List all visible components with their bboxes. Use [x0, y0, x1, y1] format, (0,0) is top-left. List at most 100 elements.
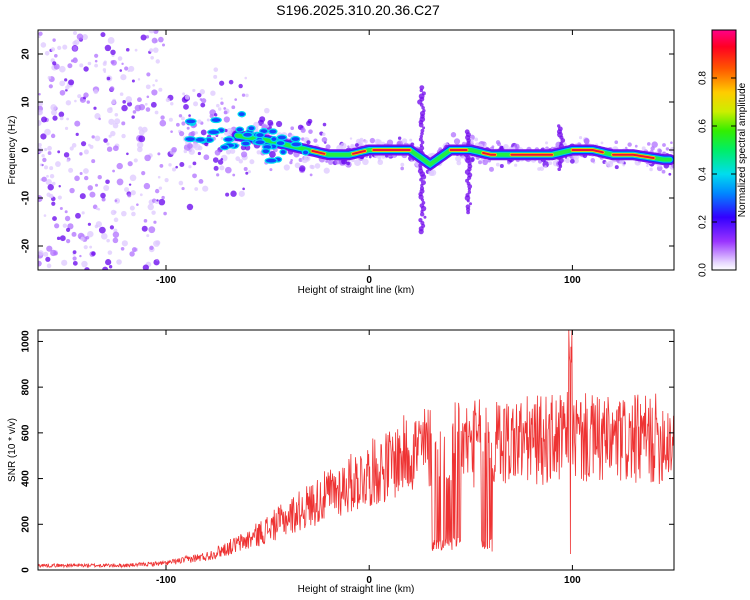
heatmap-streak-point	[466, 181, 471, 186]
heatmap-scatter-point	[545, 141, 549, 145]
heatmap-scatter-point	[323, 167, 330, 174]
heatmap-scatter-point	[138, 135, 146, 143]
heatmap-scatter-point	[548, 161, 553, 166]
heatmap-trace-blob	[268, 128, 278, 135]
colorbar-tick-label: 0.2	[698, 215, 709, 229]
heatmap-scatter-point	[106, 76, 111, 81]
heatmap-scatter-point	[170, 130, 173, 133]
heatmap-scatter-point	[164, 178, 169, 183]
heatmap-scatter-point	[54, 53, 58, 58]
heatmap-scatter-point	[306, 120, 312, 126]
heatmap-scatter-point	[91, 251, 96, 256]
heatmap-scatter-point	[136, 203, 139, 206]
heatmap-scatter-point	[95, 207, 99, 211]
heatmap-scatter-point	[161, 195, 165, 200]
heatmap-scatter-point	[397, 136, 402, 140]
heatmap-scatter-point	[66, 117, 70, 121]
heatmap-scatter-point	[200, 129, 207, 136]
heatmap-streak-point	[421, 201, 426, 205]
heatmap-scatter-point	[43, 251, 49, 257]
heatmap-scatter-point	[455, 155, 462, 162]
heatmap-scatter-point	[145, 84, 151, 90]
heatmap-scatter-point	[650, 146, 655, 151]
heatmap-streak-point	[419, 85, 425, 90]
heatmap-scatter-point	[192, 142, 198, 148]
heatmap-scatter-point	[94, 135, 101, 142]
heatmap-scatter-point	[578, 136, 583, 140]
heatmap-streak-point	[467, 190, 472, 194]
heatmap-trace-blob	[290, 141, 303, 148]
heatmap-scatter-point	[188, 148, 195, 155]
heatmap-scatter-point	[67, 63, 73, 69]
heatmap-scatter-point	[70, 59, 74, 63]
heatmap-scatter-point	[81, 34, 88, 41]
heatmap-scatter-point	[108, 265, 113, 269]
heatmap-scatter-point	[119, 92, 124, 96]
heatmap-scatter-point	[50, 249, 57, 257]
heatmap-scatter-point	[202, 185, 209, 192]
heatmap-scatter-point	[121, 240, 128, 247]
heatmap-scatter-point	[283, 164, 290, 171]
heatmap-streak-point	[423, 215, 427, 219]
heatmap-scatter-point	[141, 225, 148, 232]
heatmap-scatter-point	[109, 107, 113, 111]
heatmap-scatter-point	[98, 117, 101, 121]
heatmap-scatter-point	[148, 30, 155, 34]
heatmap-trace-blob	[275, 140, 286, 147]
heatmap-scatter-point	[79, 193, 86, 200]
heatmap-scatter-point	[374, 138, 381, 145]
heatmap-scatter-point	[59, 116, 64, 121]
heatmap-scatter-point	[609, 160, 614, 164]
snr-y-tick-label: 800	[21, 378, 32, 395]
heatmap-scatter-point	[488, 166, 494, 172]
heatmap-scatter-point	[55, 161, 61, 167]
heatmap-scatter-point	[156, 258, 159, 262]
heatmap-scatter-point	[64, 78, 68, 82]
heatmap-scatter-point	[62, 223, 68, 228]
heatmap-scatter-point	[87, 222, 92, 226]
page-title: S196.2025.310.20.36.C27	[276, 2, 440, 18]
heatmap-streak-point	[465, 178, 470, 183]
heatmap-scatter-point	[231, 105, 236, 110]
heatmap-scatter-point	[183, 149, 188, 154]
heatmap-scatter-point	[38, 120, 42, 127]
heatmap-scatter-point	[103, 138, 108, 143]
heatmap-scatter-point	[212, 157, 219, 163]
heatmap-scatter-point	[110, 209, 117, 216]
heatmap-scatter-point	[400, 162, 405, 167]
heatmap-scatter-point	[192, 173, 197, 179]
heatmap-scatter-point	[197, 151, 201, 156]
heatmap-scatter-point	[80, 236, 85, 242]
heatmap-scatter-point	[199, 89, 205, 95]
heatmap-scatter-point	[116, 162, 123, 170]
heatmap-scatter-point	[495, 162, 500, 167]
heatmap-trace-blob	[247, 125, 256, 132]
heatmap-scatter-point	[146, 95, 150, 99]
heatmap-scatter-point	[474, 137, 479, 142]
heatmap-scatter-point	[114, 118, 121, 125]
heatmap-scatter-point	[58, 185, 61, 188]
heatmap-y-tick-label: 20	[21, 48, 32, 60]
heatmap-scatter-point	[604, 161, 608, 165]
heatmap-scatter-point	[40, 42, 47, 48]
heatmap-scatter-point	[54, 223, 60, 229]
heatmap-streak-point	[420, 128, 425, 133]
heatmap-scatter-point	[179, 161, 185, 167]
heatmap-scatter-point	[213, 113, 218, 117]
heatmap-scatter-point	[183, 103, 189, 110]
heatmap-scatter-point	[478, 160, 483, 165]
heatmap-scatter-point	[210, 90, 216, 96]
heatmap-scatter-point	[110, 130, 116, 137]
heatmap-scatter-point	[94, 53, 99, 58]
heatmap-scatter-point	[45, 178, 52, 186]
heatmap-y-tick-label: 0	[21, 147, 32, 153]
heatmap-scatter-point	[66, 238, 71, 244]
heatmap-scatter-point	[107, 37, 115, 44]
heatmap-scatter-point	[168, 163, 172, 167]
heatmap-scatter-point	[453, 138, 461, 145]
heatmap-scatter-point	[314, 163, 321, 169]
heatmap-scatter-point	[69, 146, 74, 151]
heatmap-scatter-point	[59, 235, 66, 242]
heatmap-scatter-point	[223, 110, 228, 115]
heatmap-scatter-point	[325, 144, 331, 150]
